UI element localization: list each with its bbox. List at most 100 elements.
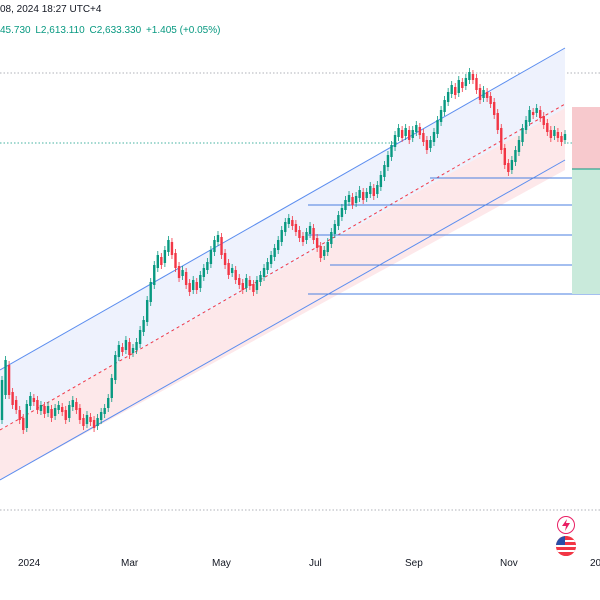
candle-body[interactable] — [43, 406, 46, 414]
candle-body[interactable] — [500, 128, 503, 150]
candle-body[interactable] — [478, 88, 482, 100]
candle-body[interactable] — [284, 222, 287, 232]
candle-body[interactable] — [344, 200, 347, 210]
candle-body[interactable] — [273, 248, 276, 257]
candle-body[interactable] — [71, 400, 75, 407]
candle-body[interactable] — [167, 240, 170, 252]
candle-body[interactable] — [301, 236, 305, 242]
candle-body[interactable] — [248, 280, 252, 286]
candle-body[interactable] — [287, 218, 291, 224]
candle-body[interactable] — [471, 74, 475, 80]
candle-body[interactable] — [4, 360, 7, 395]
candle-body[interactable] — [457, 80, 460, 93]
candle-body[interactable] — [365, 192, 368, 198]
lightning-icon[interactable] — [557, 516, 575, 534]
candle-body[interactable] — [546, 123, 549, 132]
candle-body[interactable] — [255, 280, 259, 290]
flag-icon[interactable] — [556, 536, 576, 556]
candle-body[interactable] — [163, 250, 167, 263]
candle-body[interactable] — [174, 253, 177, 268]
candle-body[interactable] — [531, 112, 535, 115]
candle-body[interactable] — [276, 240, 280, 250]
candle-body[interactable] — [347, 195, 351, 202]
candle-body[interactable] — [128, 342, 131, 355]
candle-body[interactable] — [510, 160, 514, 170]
candle-body[interactable] — [156, 255, 159, 268]
candle-body[interactable] — [369, 186, 372, 194]
candle-body[interactable] — [252, 284, 255, 292]
candle-body[interactable] — [160, 257, 163, 265]
candle-body[interactable] — [96, 418, 99, 426]
candle-body[interactable] — [468, 72, 471, 80]
candle-body[interactable] — [199, 275, 202, 288]
candle-body[interactable] — [22, 418, 25, 430]
candle-body[interactable] — [124, 340, 128, 350]
candle-body[interactable] — [138, 330, 142, 344]
channel-upper-line[interactable] — [0, 47, 566, 371]
candle-body[interactable] — [482, 90, 485, 98]
candle-body[interactable] — [269, 255, 273, 264]
candle-body[interactable] — [390, 145, 393, 157]
candle-body[interactable] — [354, 196, 358, 203]
candle-body[interactable] — [517, 140, 521, 152]
candle-body[interactable] — [408, 130, 411, 140]
take-profit-zone[interactable] — [572, 169, 600, 294]
candle-body[interactable] — [323, 250, 326, 256]
candle-body[interactable] — [7, 365, 11, 395]
candle-body[interactable] — [145, 300, 149, 322]
candle-body[interactable] — [535, 108, 538, 113]
candle-body[interactable] — [36, 400, 39, 410]
candle-body[interactable] — [461, 82, 464, 88]
candle-body[interactable] — [60, 407, 64, 412]
candle-body[interactable] — [188, 283, 191, 292]
candle-body[interactable] — [507, 163, 510, 172]
candle-body[interactable] — [206, 262, 209, 270]
candle-body[interactable] — [361, 192, 365, 200]
candle-body[interactable] — [135, 342, 138, 350]
candle-body[interactable] — [142, 320, 145, 332]
candle-body[interactable] — [514, 150, 517, 162]
candle-body[interactable] — [308, 226, 312, 234]
candle-body[interactable] — [192, 280, 195, 290]
candle-body[interactable] — [25, 404, 28, 428]
candle-body[interactable] — [78, 408, 82, 420]
candle-body[interactable] — [411, 130, 414, 138]
candle-body[interactable] — [326, 242, 329, 252]
candle-body[interactable] — [553, 130, 556, 136]
candle-body[interactable] — [103, 408, 106, 414]
candle-body[interactable] — [404, 128, 407, 136]
candle-body[interactable] — [18, 410, 21, 420]
candle-body[interactable] — [57, 405, 60, 410]
candle-body[interactable] — [305, 232, 308, 240]
candle-body[interactable] — [549, 130, 553, 138]
candle-body[interactable] — [14, 400, 18, 410]
candle-body[interactable] — [220, 237, 223, 255]
candle-body[interactable] — [92, 420, 96, 428]
candle-body[interactable] — [425, 140, 429, 150]
candle-body[interactable] — [107, 398, 110, 408]
candle-body[interactable] — [330, 232, 333, 244]
candle-body[interactable] — [489, 96, 492, 104]
candle-body[interactable] — [503, 148, 507, 165]
candle-body[interactable] — [114, 355, 117, 380]
channel-lower-line[interactable] — [0, 159, 566, 481]
candle-body[interactable] — [266, 262, 269, 270]
candle-body[interactable] — [209, 250, 213, 264]
candle-body[interactable] — [202, 268, 206, 277]
stop-loss-zone[interactable] — [572, 107, 600, 169]
candle-body[interactable] — [39, 405, 43, 411]
candle-body[interactable] — [99, 412, 103, 420]
candle-body[interactable] — [262, 268, 266, 277]
candle-body[interactable] — [121, 347, 124, 352]
candle-body[interactable] — [319, 246, 322, 258]
candle-body[interactable] — [492, 102, 496, 115]
candle-body[interactable] — [400, 130, 404, 138]
candle-body[interactable] — [485, 92, 489, 98]
candle-body[interactable] — [521, 128, 524, 142]
candle-body[interactable] — [436, 120, 439, 134]
candle-body[interactable] — [418, 127, 422, 135]
candle-body[interactable] — [181, 270, 184, 276]
candle-body[interactable] — [337, 215, 340, 226]
candle-body[interactable] — [85, 415, 89, 424]
candle-body[interactable] — [393, 135, 397, 147]
